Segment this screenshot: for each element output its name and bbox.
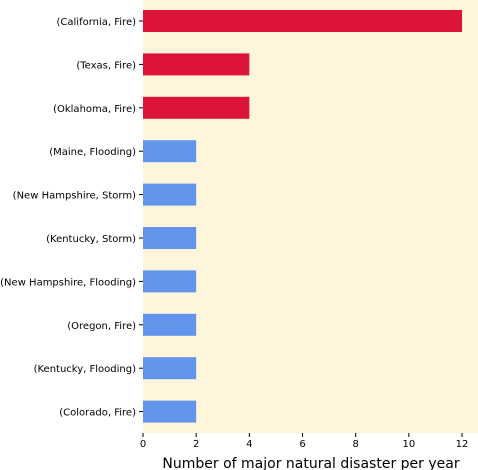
x-tick-label: 4 (246, 439, 252, 450)
y-tick-label: (New Hampshire, Storm) (13, 191, 136, 202)
x-tick-label: 8 (352, 439, 358, 450)
x-tick-label: 0 (140, 439, 146, 450)
bar (143, 53, 250, 76)
y-tick-label: (Kentucky, Flooding) (34, 364, 136, 375)
x-tick-label: 2 (193, 439, 199, 450)
bars (143, 10, 462, 423)
y-tick-label: (Oregon, Fire) (67, 321, 136, 332)
y-tick-label: (New Hampshire, Flooding) (0, 277, 136, 288)
bar (143, 357, 197, 380)
bar (143, 400, 197, 423)
bar (143, 183, 197, 206)
bar (143, 10, 462, 32)
bar (143, 313, 197, 336)
y-tick-label: (Kentucky, Storm) (46, 234, 136, 245)
x-axis-label: Number of major natural disaster per yea… (162, 456, 459, 470)
y-tick-labels: (California, Fire) (Texas, Fire) (Oklahoma… (0, 17, 143, 419)
x-tick-label: 6 (299, 439, 305, 450)
y-tick-label: (Maine, Flooding) (49, 147, 136, 158)
x-tick-label: 12 (456, 439, 469, 450)
y-tick-label: (Colorado, Fire) (59, 408, 136, 419)
x-axis: 0 2 4 6 8 10 12 (140, 433, 469, 450)
y-tick-label: (Texas, Fire) (76, 60, 136, 71)
y-tick-label: (Oklahoma, Fire) (53, 104, 136, 115)
x-tick-label: 10 (402, 439, 415, 450)
y-tick-label: (California, Fire) (57, 17, 137, 28)
bar (143, 227, 197, 249)
bar (143, 270, 197, 293)
bar (143, 96, 250, 119)
bar (143, 140, 197, 163)
